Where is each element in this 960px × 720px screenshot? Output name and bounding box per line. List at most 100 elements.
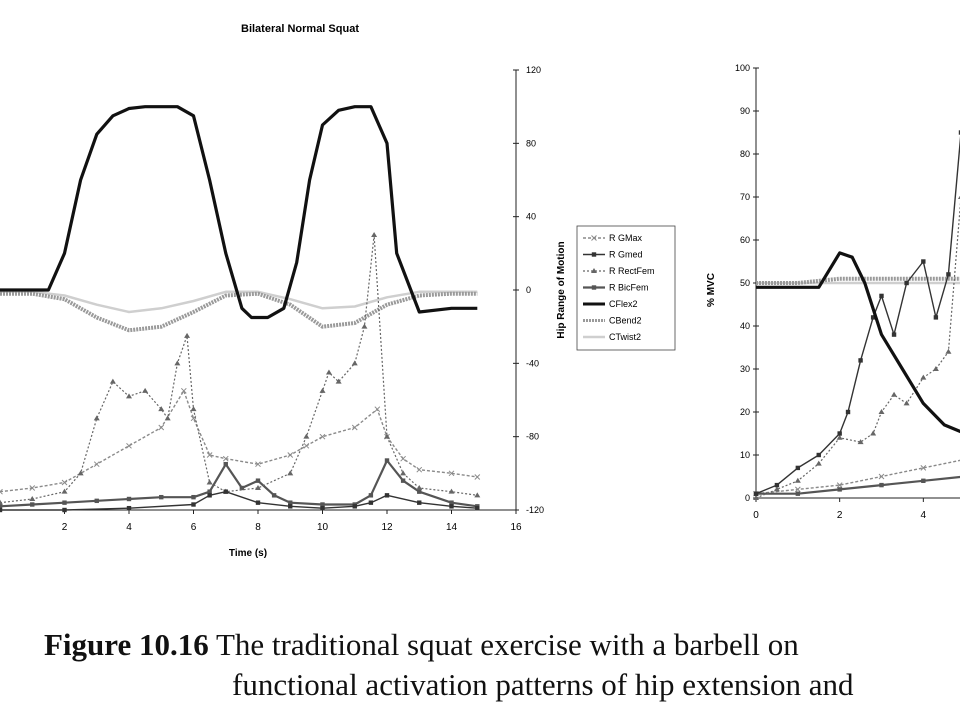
left-chart-title: Bilateral Normal Squat — [241, 23, 359, 35]
series-r-gmax-point — [158, 424, 165, 431]
series-r-rectfem-point — [93, 415, 100, 421]
series-r-rectfem-point — [164, 415, 171, 421]
series-r-bicfem-point — [30, 502, 35, 507]
y-tick-label: 80 — [740, 149, 750, 159]
legend-label: R GMax — [609, 233, 643, 243]
series-r-bicfem-point — [417, 489, 422, 494]
y-tick-label: 40 — [526, 212, 536, 222]
series-cflex2 — [0, 105, 478, 320]
legend-label: CTwist2 — [609, 332, 641, 342]
series-r-rectfem-point — [870, 430, 877, 436]
series-cflex2-line — [756, 251, 960, 434]
series-r-rectfem-point — [815, 460, 822, 466]
legend-marker — [591, 268, 597, 273]
series-r-rectfem-point — [891, 391, 898, 397]
series-r-gmax-point — [416, 466, 423, 473]
series-r-gmax-point — [287, 452, 294, 458]
series-r-rectfem-point — [325, 369, 332, 375]
series-r-bicfem-point — [400, 478, 406, 483]
legend-label: CBend2 — [609, 316, 642, 326]
x-tick-label: 16 — [510, 522, 522, 533]
series-r-bicfem-point — [879, 482, 884, 488]
series-r-rectfem-point — [857, 439, 864, 445]
series-r-gmax-point — [126, 442, 132, 449]
x-tick-label: 0 — [753, 510, 759, 521]
series-r-gmax — [0, 387, 481, 495]
x-tick-label: 2 — [62, 522, 68, 533]
series-ctwist2-line — [0, 290, 478, 314]
legend-item-cflex2: CFlex2 — [583, 299, 638, 309]
series-r-gmax-point — [374, 406, 381, 413]
x-tick-label: 10 — [317, 522, 329, 533]
legend-item-r-bicfem: R BicFem — [583, 283, 649, 293]
series-r-gmed-point — [288, 504, 293, 509]
series-r-rectfem-point — [416, 485, 423, 490]
series-r-gmed-point — [958, 130, 960, 135]
caption-text-1: The traditional squat exercise with a ba… — [215, 627, 799, 662]
series-r-gmed-point — [352, 504, 357, 509]
series-r-gmed-point — [795, 465, 801, 471]
caption-line-1: Figure 10.16 The traditional squat exerc… — [44, 626, 799, 664]
series-r-rectfem-point — [190, 406, 197, 412]
series-r-gmed-point — [921, 259, 926, 264]
series-r-gmax-point — [93, 461, 100, 468]
right-chart-y-label: % MVC — [706, 273, 717, 307]
series-r-rectfem-point — [109, 378, 116, 384]
series-r-rectfem-point — [932, 366, 939, 371]
series-r-gmax-point — [351, 424, 358, 431]
series-r-rectfem-point — [287, 470, 294, 476]
series-r-bicfem-point — [449, 500, 454, 505]
series-r-gmax-line — [0, 390, 478, 493]
series-r-gmed-point — [368, 500, 374, 505]
left-chart-x-label: Time (s) — [229, 548, 267, 559]
y-tick-label: 100 — [735, 63, 750, 73]
series-r-bicfem-point — [62, 500, 67, 505]
series-r-gmed-point — [816, 452, 821, 458]
series-r-gmax-point — [303, 442, 310, 449]
series-r-rectfem-point — [29, 496, 36, 501]
legend-marker — [591, 252, 597, 257]
legend-item-r-gmax: R GMax — [583, 233, 643, 243]
series-r-gmax-point — [920, 465, 927, 471]
series-r-rectfem-point — [351, 360, 358, 366]
series-r-rectfem-point — [945, 348, 952, 354]
series-r-gmax-point — [448, 470, 455, 477]
caption-figure-label: Figure 10.16 — [44, 627, 209, 662]
series-r-rectfem-point — [174, 360, 181, 366]
series-r-rectfem-point — [184, 332, 191, 338]
right-chart-series — [753, 130, 960, 500]
right-chart-y-ticks: 0 10 20 30 40 50 60 70 80 90 100 — [735, 63, 759, 503]
y-tick-label: 80 — [526, 138, 536, 148]
series-r-rectfem-point — [384, 433, 390, 439]
series-r-gmed-point — [449, 504, 454, 509]
series-cflex2 — [756, 251, 960, 434]
series-r-rectfem-point — [61, 488, 68, 494]
y-tick-label: 120 — [526, 65, 541, 75]
series-r-bicfem-point — [94, 498, 99, 504]
series-r-gmed-point — [845, 409, 851, 415]
series-r-rectfem-point — [206, 479, 213, 485]
left-chart: Bilateral Normal Squat 2 4 6 8 10 12 14 16 120 8… — [0, 23, 676, 559]
series-r-gmed-point — [753, 491, 759, 496]
series-r-gmax-point — [180, 387, 187, 394]
series-r-gmed-point — [837, 431, 842, 436]
series-r-rectfem-point — [361, 323, 368, 329]
series-r-gmed-point — [774, 482, 780, 488]
series-r-gmax-point — [206, 452, 213, 458]
legend-label: CFlex2 — [609, 299, 638, 309]
series-r-gmax-point — [0, 488, 3, 495]
series-r-bicfem-point — [159, 494, 164, 500]
series-r-gmed-point — [891, 332, 897, 337]
y-tick-label: 30 — [740, 364, 750, 374]
series-cflex2-line — [0, 105, 478, 320]
y-tick-label: 50 — [740, 278, 750, 288]
series-r-bicfem-point — [837, 487, 842, 492]
series-r-gmax-point — [61, 479, 68, 486]
series-r-rectfem-point — [836, 434, 843, 440]
series-r-bicfem-point — [288, 500, 293, 505]
series-r-gmax-point — [794, 486, 801, 493]
series-r-gmax-point — [878, 473, 885, 480]
y-tick-label: 60 — [740, 235, 750, 245]
series-r-rectfem-point — [753, 495, 759, 500]
